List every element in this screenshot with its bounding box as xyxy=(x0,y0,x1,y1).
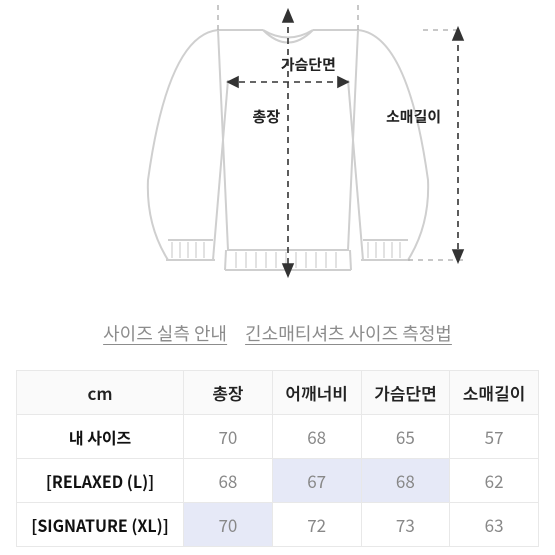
cell-value: 70 xyxy=(184,503,273,547)
row-label: 내 사이즈 xyxy=(17,415,184,459)
help-links: 사이즈 실측 안내 긴소매티셔츠 사이즈 측정법 xyxy=(0,320,555,346)
header-unit: cm xyxy=(17,371,184,415)
table-row: [RELAXED (L)]68676862 xyxy=(17,459,539,503)
row-label: [RELAXED (L)] xyxy=(17,459,184,503)
cell-value: 70 xyxy=(184,415,273,459)
header-col: 가슴단면 xyxy=(361,371,450,415)
cell-value: 73 xyxy=(361,503,450,547)
header-col: 소매길이 xyxy=(450,371,539,415)
cell-value: 72 xyxy=(272,503,361,547)
table-row: 내 사이즈70686557 xyxy=(17,415,539,459)
cell-value: 63 xyxy=(450,503,539,547)
label-length: 총장 xyxy=(252,106,280,127)
header-col: 총장 xyxy=(184,371,273,415)
row-label: [SIGNATURE (XL)] xyxy=(17,503,184,547)
link-size-guide[interactable]: 사이즈 실측 안내 xyxy=(103,320,227,346)
header-col: 어깨너비 xyxy=(272,371,361,415)
cell-value: 67 xyxy=(272,459,361,503)
table-header-row: cm 총장 어깨너비 가슴단면 소매길이 xyxy=(17,371,539,415)
label-sleeve: 소매길이 xyxy=(386,106,441,127)
size-table: cm 총장 어깨너비 가슴단면 소매길이 내 사이즈70686557[RELAX… xyxy=(16,370,539,547)
table-row: [SIGNATURE (XL)]70727363 xyxy=(17,503,539,547)
cell-value: 65 xyxy=(361,415,450,459)
sweatshirt-diagram-svg: 가슴단면 총장 소매길이 xyxy=(68,0,488,290)
size-diagram: 가슴단면 총장 소매길이 xyxy=(0,0,555,290)
cell-value: 68 xyxy=(184,459,273,503)
link-measure-guide[interactable]: 긴소매티셔츠 사이즈 측정법 xyxy=(245,320,452,346)
cell-value: 68 xyxy=(272,415,361,459)
cell-value: 62 xyxy=(450,459,539,503)
cell-value: 68 xyxy=(361,459,450,503)
label-chest: 가슴단면 xyxy=(280,54,335,75)
cell-value: 57 xyxy=(450,415,539,459)
